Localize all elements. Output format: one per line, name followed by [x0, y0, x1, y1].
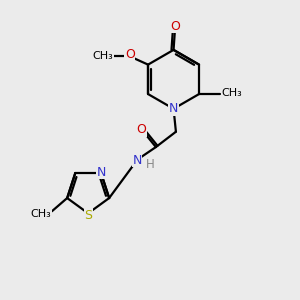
- Text: O: O: [136, 123, 146, 136]
- Text: CH₃: CH₃: [30, 209, 51, 219]
- Text: H: H: [146, 158, 154, 171]
- Text: O: O: [125, 48, 135, 62]
- Text: CH₃: CH₃: [221, 88, 242, 98]
- Text: CH₃: CH₃: [92, 51, 113, 61]
- Text: S: S: [84, 208, 92, 222]
- Text: O: O: [170, 20, 180, 33]
- Text: N: N: [169, 102, 178, 115]
- Text: N: N: [97, 166, 106, 179]
- Text: N: N: [132, 154, 142, 166]
